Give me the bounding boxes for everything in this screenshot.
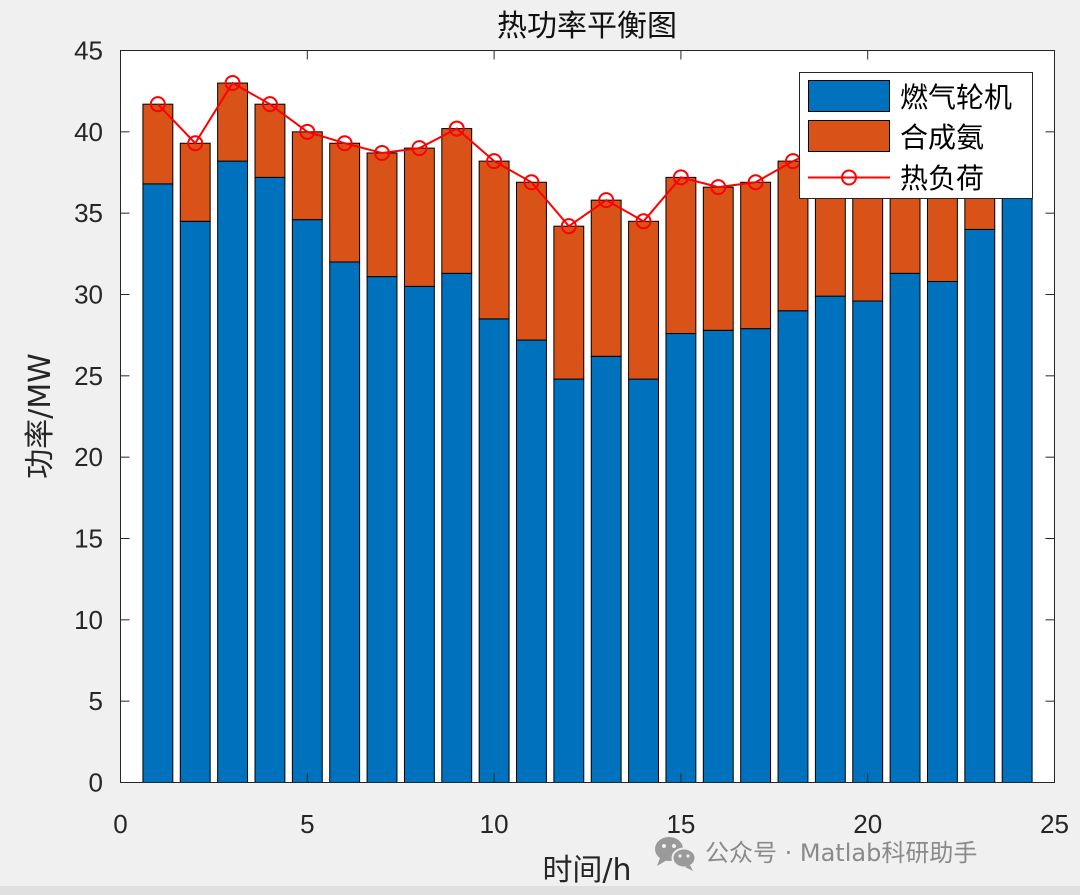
bar-gas-turbine-16	[702, 329, 734, 783]
bar-ammonia-7	[366, 152, 398, 278]
x-tick-label-25: 25	[1040, 809, 1069, 839]
legend-swatch-gas-turbine	[808, 80, 890, 112]
bar-gas-turbine-1	[142, 183, 174, 783]
tick-labels: 0 5 10 15 20 25 0 5 10 15 20 25 30 35 40 45	[74, 36, 1069, 840]
bar-ammonia-9	[441, 128, 473, 274]
bar-ammonia-14	[628, 220, 659, 380]
bar-gas-turbine-24	[1001, 186, 1033, 783]
x-tick-label-0: 0	[113, 809, 127, 839]
legend-label-ammonia: 合成氨	[900, 121, 984, 154]
chart-title: 热功率平衡图	[497, 9, 677, 44]
bar-gas-turbine-12	[553, 378, 585, 783]
y-tick-label-45: 45	[74, 36, 103, 66]
bar-ammonia-12	[553, 225, 585, 380]
legend: 燃气轮机 合成氨 热负荷	[799, 72, 1033, 199]
heat-load-marker-3	[224, 75, 241, 92]
y-tick-label-10: 10	[74, 605, 103, 635]
y-tick-label-30: 30	[74, 280, 103, 310]
bar-gas-turbine-2	[179, 220, 211, 784]
bar-ammonia-16	[702, 186, 734, 331]
bar-ammonia-6	[329, 142, 361, 263]
bar-gas-turbine-10	[478, 318, 510, 783]
y-tick-label-25: 25	[74, 361, 103, 391]
heat-load-marker-11	[523, 174, 540, 191]
bar-ammonia-13	[590, 199, 622, 357]
heat-load-marker-16	[710, 179, 727, 196]
bar-gas-turbine-14	[628, 378, 659, 783]
heat-load-marker-14	[635, 213, 652, 230]
bar-gas-turbine-7	[366, 276, 398, 783]
heat-load-marker-8	[411, 140, 428, 157]
bars-group	[142, 82, 1033, 784]
y-axis-label: 功率/MW	[23, 353, 58, 479]
heat-load-marker-10	[486, 153, 503, 170]
legend-swatch-ammonia	[808, 120, 890, 152]
x-tick-label-20: 20	[853, 809, 882, 839]
x-axis-label: 时间/h	[542, 853, 631, 888]
bar-ammonia-4	[254, 103, 286, 178]
bar-ammonia-3	[217, 82, 249, 162]
y-tick-label-0: 0	[89, 768, 103, 798]
heat-load-marker-12	[560, 218, 577, 235]
y-tick-label-20: 20	[74, 442, 103, 472]
y-tick-label-40: 40	[74, 117, 103, 147]
bar-gas-turbine-18	[777, 310, 809, 783]
bar-gas-turbine-13	[590, 355, 622, 783]
bar-gas-turbine-17	[740, 328, 772, 783]
heat-load-marker-7	[374, 144, 391, 161]
legend-label-heat-load: 热负荷	[900, 162, 984, 195]
bar-ammonia-5	[291, 131, 323, 221]
bar-gas-turbine-23	[964, 228, 996, 783]
heat-load-marker-6	[336, 135, 353, 152]
legend-label-gas-turbine: 燃气轮机	[900, 81, 1012, 114]
bar-ammonia-11	[516, 181, 547, 341]
heat-load-marker-15	[672, 169, 689, 186]
heat-load-marker-4	[261, 96, 278, 113]
bar-gas-turbine-8	[403, 285, 435, 783]
y-tick-label-35: 35	[74, 198, 103, 228]
bar-gas-turbine-19	[814, 295, 846, 783]
bar-gas-turbine-4	[254, 176, 286, 783]
heat-load-marker-5	[299, 123, 316, 140]
bar-gas-turbine-21	[889, 272, 921, 783]
heat-load-marker-2	[187, 135, 204, 152]
bar-ammonia-1	[142, 103, 174, 185]
figure-bottom-edge	[0, 886, 1080, 895]
bar-gas-turbine-6	[329, 261, 361, 784]
heat-load-marker-9	[448, 120, 465, 137]
bar-ammonia-17	[740, 181, 772, 330]
bar-ammonia-8	[403, 147, 435, 287]
bar-gas-turbine-11	[516, 339, 547, 783]
bar-gas-turbine-9	[441, 272, 473, 783]
x-tick-label-10: 10	[480, 809, 509, 839]
y-tick-label-15: 15	[74, 524, 103, 554]
x-tick-label-15: 15	[666, 809, 695, 839]
bar-ammonia-15	[665, 176, 697, 335]
wechat-icon	[655, 837, 697, 871]
bar-gas-turbine-5	[291, 219, 323, 784]
x-tick-label-5: 5	[300, 809, 314, 839]
legend-swatch-heat-load-marker	[841, 169, 857, 186]
bar-ammonia-10	[478, 160, 510, 320]
axes	[120, 50, 1055, 783]
heat-load-marker-13	[598, 192, 615, 209]
watermark: 公众号 · Matlab科研助手	[655, 837, 977, 871]
heat-load-marker-1	[149, 96, 166, 113]
bar-gas-turbine-3	[217, 160, 249, 784]
axes-box	[120, 50, 1055, 783]
bar-ammonia-2	[179, 142, 211, 222]
heat-load-marker-17	[747, 174, 764, 191]
watermark-text: 公众号 · Matlab科研助手	[705, 839, 977, 867]
y-tick-label-5: 5	[89, 686, 103, 716]
bar-gas-turbine-15	[665, 333, 697, 783]
bar-gas-turbine-22	[926, 280, 958, 783]
bar-gas-turbine-20	[852, 300, 884, 783]
